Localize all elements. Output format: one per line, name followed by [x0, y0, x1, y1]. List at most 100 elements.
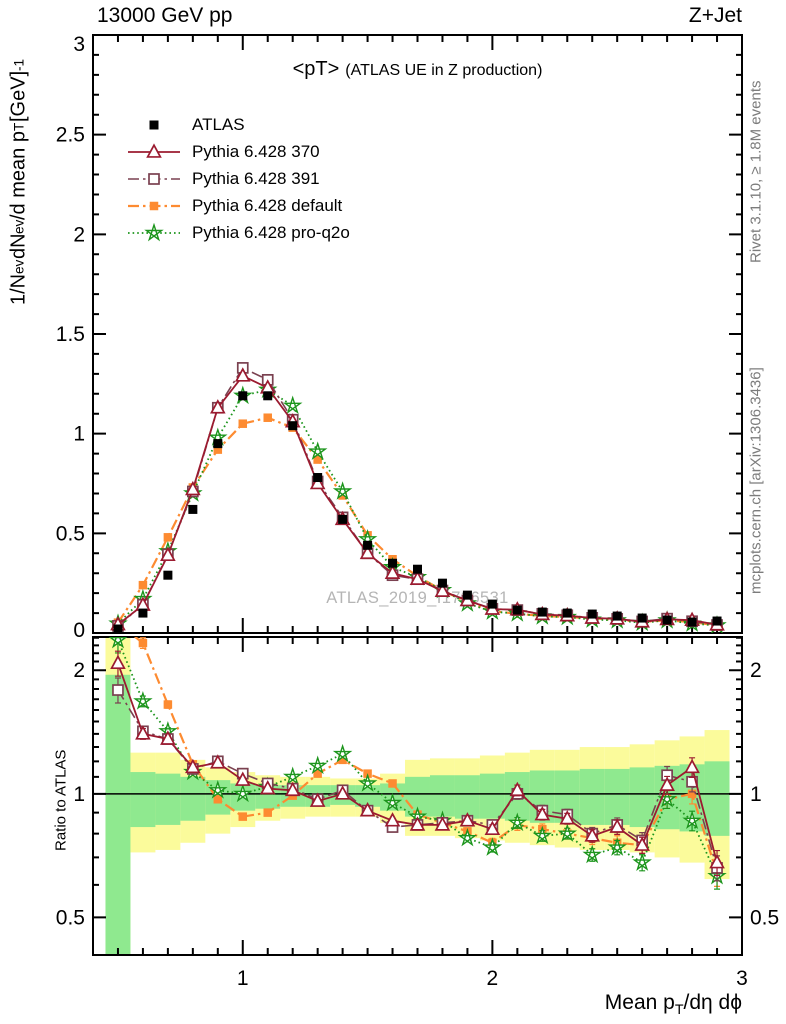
- marker: [659, 776, 675, 791]
- marker: [149, 120, 159, 129]
- main-ytick-label: 2.5: [56, 124, 85, 147]
- band-green-bin: [454, 775, 480, 819]
- series-line: [117, 366, 718, 627]
- band-green-bin: [604, 768, 630, 825]
- marker: [307, 755, 328, 775]
- series-p391-main: [112, 362, 723, 632]
- marker: [537, 607, 547, 617]
- marker: [288, 421, 298, 431]
- marker: [163, 700, 173, 709]
- marker: [709, 853, 725, 869]
- marker: [110, 654, 126, 670]
- legend-item-p391: Pythia 6.428 391: [126, 165, 350, 192]
- marker: [437, 578, 447, 588]
- marker: [687, 789, 697, 799]
- x-axis-label: Mean pT/dη dϕ: [605, 991, 742, 1018]
- main-ytick-label: 2: [73, 223, 85, 246]
- marker: [359, 802, 376, 817]
- series-p370-ratio: [110, 650, 725, 877]
- marker: [146, 142, 162, 158]
- marker: [363, 540, 373, 550]
- marker: [138, 608, 148, 618]
- marker: [163, 570, 173, 580]
- legend-marker-p370: [128, 142, 180, 158]
- marker: [512, 605, 522, 615]
- band-green-bin: [704, 761, 730, 836]
- band-green-bin: [429, 775, 455, 817]
- marker: [662, 615, 672, 625]
- series-pq2o-main: [108, 379, 727, 633]
- marker: [259, 779, 276, 795]
- series-line: [117, 416, 718, 627]
- marker: [338, 491, 347, 500]
- marker: [684, 758, 700, 774]
- marker: [144, 222, 164, 241]
- marker: [309, 474, 326, 490]
- marker: [263, 808, 272, 817]
- ratio-uncertainty-bands: [105, 637, 730, 955]
- band-green-bin: [355, 785, 381, 807]
- marker: [138, 638, 148, 648]
- process-label: Z+Jet: [688, 4, 742, 27]
- legend-label: Pythia 6.428 pro-q2o: [192, 222, 350, 242]
- marker: [138, 580, 148, 590]
- label-part: ev: [11, 219, 27, 234]
- marker: [562, 608, 572, 618]
- marker: [233, 783, 253, 803]
- rivet-credit: Rivet 3.1.10, ≥ 1.8M events: [747, 80, 765, 264]
- label-part: 1/N: [7, 273, 30, 305]
- legend-marker-pq2o: [128, 222, 180, 241]
- series-line: [117, 388, 718, 627]
- marker: [148, 172, 160, 185]
- legend-item-atlas: ATLAS: [126, 111, 350, 138]
- legend-label: Pythia 6.428 391: [192, 168, 320, 188]
- label-part: T: [674, 1002, 684, 1019]
- legend-item-p370: Pythia 6.428 370: [126, 138, 350, 165]
- marker: [309, 792, 326, 807]
- marker: [313, 769, 322, 778]
- marker: [409, 570, 426, 585]
- marker: [457, 827, 478, 847]
- marker: [462, 590, 472, 600]
- marker: [409, 816, 426, 831]
- marker: [113, 624, 123, 633]
- label-part: -1: [11, 59, 27, 72]
- band-green-bin: [130, 772, 156, 828]
- marker: [532, 825, 553, 845]
- plot-title: <pT> (ATLAS UE in Z production): [93, 58, 742, 81]
- ratio-y-axis-label: Ratio to ATLAS: [52, 749, 70, 851]
- legend-marker-p391: [128, 172, 180, 185]
- beam-energy-label: 13000 GeV pp: [97, 4, 233, 27]
- band-green-bin: [479, 773, 505, 819]
- legend-item-pdefault: Pythia 6.428 default: [126, 192, 350, 219]
- main-ytick-label: 0: [73, 619, 85, 642]
- marker: [213, 439, 223, 449]
- marker: [482, 837, 503, 856]
- marker: [160, 546, 176, 562]
- marker: [112, 684, 124, 696]
- series-pdefault-main: [113, 413, 722, 630]
- marker: [384, 812, 401, 827]
- marker: [133, 691, 153, 710]
- legend: ATLAS Pythia 6.428 370 Pythia 6.428 391 Pyt…: [126, 111, 350, 246]
- series-line: [117, 374, 718, 626]
- main-ytick-label: 1: [73, 423, 85, 446]
- xtick-label: 3: [736, 967, 748, 990]
- marker: [434, 816, 451, 831]
- marker: [238, 419, 248, 428]
- marker: [332, 481, 353, 500]
- band-green-bin: [105, 674, 131, 955]
- marker: [384, 564, 401, 579]
- band-green-bin: [579, 768, 605, 825]
- marker: [234, 771, 251, 786]
- observable-name: <pT>: [292, 58, 340, 80]
- mcplots-credit: mcplots.cern.ch [arXiv:1306.3436]: [747, 367, 765, 595]
- band-green-bin: [155, 773, 181, 825]
- main-ytick-label: 3: [73, 33, 85, 56]
- marker: [263, 413, 272, 422]
- marker: [687, 617, 697, 627]
- marker: [582, 844, 602, 864]
- ratio-ytick-label-left: 1: [73, 783, 85, 806]
- band-green-bin: [629, 767, 655, 828]
